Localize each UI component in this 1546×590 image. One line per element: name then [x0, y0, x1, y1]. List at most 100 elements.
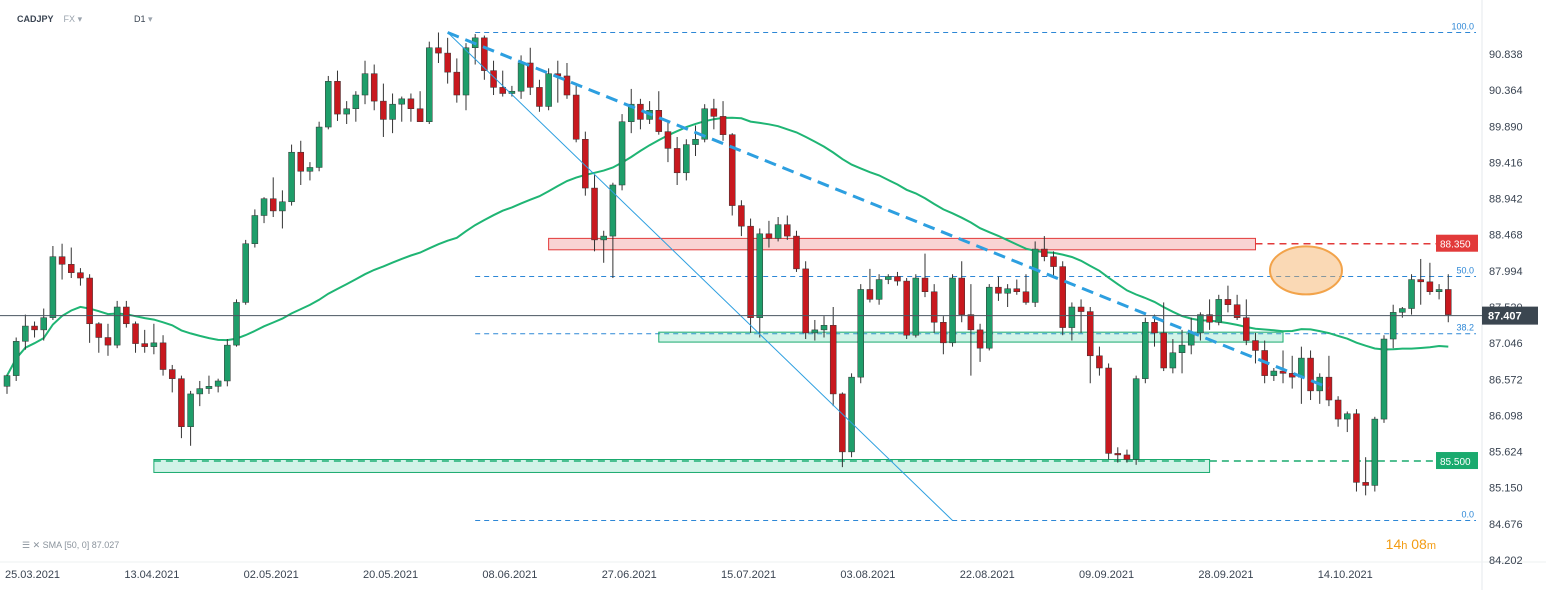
sma-legend[interactable]: ☰ ✕ SMA [50, 0] 87.027 — [22, 540, 119, 551]
candle-body — [1215, 299, 1223, 323]
candle-body — [315, 126, 323, 168]
candle-body — [976, 329, 984, 349]
x-tick-label: 13.04.2021 — [124, 569, 179, 581]
candle-body — [940, 322, 947, 344]
x-tick-label: 27.06.2021 — [602, 569, 657, 581]
candle-body — [545, 73, 552, 107]
candle-body — [1417, 279, 1424, 283]
candle-body — [618, 121, 626, 186]
candle-body — [370, 73, 378, 102]
x-tick-label: 09.09.2021 — [1079, 569, 1134, 581]
candle-body — [664, 131, 672, 149]
candle-body — [582, 138, 589, 189]
current-price-label: 87.407 — [1488, 311, 1522, 323]
candle-body — [334, 81, 341, 115]
candle-body — [848, 376, 855, 453]
candle-body — [747, 225, 754, 318]
candle-body — [444, 52, 451, 73]
candle-body — [113, 306, 121, 346]
candle-body — [1445, 289, 1452, 315]
candle-body — [1270, 370, 1278, 376]
candle-body — [1224, 299, 1232, 305]
y-tick-label: 88.468 — [1489, 230, 1523, 242]
candle-body — [251, 215, 259, 244]
candle-body — [490, 70, 497, 88]
trendline-thin — [447, 32, 953, 521]
resistance-zone — [548, 237, 1256, 251]
candle-body — [1344, 413, 1351, 420]
candle-body — [627, 103, 635, 122]
candle-body — [416, 108, 424, 122]
level-box — [1436, 234, 1478, 252]
timeframe-label[interactable]: D1 — [134, 14, 146, 24]
timeframe-selector[interactable]: D1 ▾ — [134, 14, 153, 25]
level-labels: 87.407 88.350 85.500 — [0, 234, 1538, 470]
trendlines — [447, 31, 1343, 521]
sma-name: SMA — [42, 540, 62, 550]
x-tick-label: 28.09.2021 — [1198, 569, 1253, 581]
candle-body — [857, 289, 864, 378]
candle-timer: 14h 08m — [1386, 536, 1436, 552]
candle-body — [453, 71, 461, 96]
candle-body — [86, 277, 93, 325]
candle-body — [159, 342, 167, 370]
timer-hours: 14 — [1385, 536, 1402, 552]
candle-body — [1013, 288, 1021, 292]
candle-body — [517, 62, 525, 92]
fib-label: 50.0 — [1456, 265, 1474, 275]
indicator-settings-icon[interactable]: ☰ — [22, 540, 31, 550]
candle-body — [325, 81, 332, 128]
candle-body — [343, 108, 350, 115]
candle-body — [1252, 340, 1259, 351]
candle-body — [793, 235, 800, 270]
y-tick-label: 90.364 — [1489, 85, 1523, 97]
candle-body — [765, 233, 773, 239]
candle-body — [1197, 314, 1204, 334]
candle-body — [1031, 248, 1039, 303]
candle-body — [572, 94, 580, 140]
candle-body — [591, 187, 598, 241]
market-chevron-icon[interactable]: ▾ — [77, 14, 83, 24]
candle-body — [1399, 308, 1406, 313]
candle-body — [1068, 306, 1076, 328]
candle-body — [930, 291, 938, 323]
fib-level-lines: 100.0 50.0 38.2 0.0 — [153, 21, 1476, 522]
candle-body — [1233, 304, 1241, 318]
candle-body — [12, 341, 20, 376]
timeframe-chevron-icon[interactable]: ▾ — [148, 14, 153, 24]
candle-body — [269, 198, 277, 212]
candle-body — [986, 286, 993, 349]
candle-body — [40, 317, 47, 331]
candle-body — [1279, 370, 1287, 374]
level-box — [1436, 452, 1478, 470]
candle-body — [921, 277, 929, 292]
candle-body — [224, 344, 231, 382]
candle-body — [563, 75, 571, 96]
candle-body — [196, 388, 204, 395]
timer-minutes-unit: m — [1426, 540, 1436, 552]
candle-body — [150, 342, 158, 347]
indicator-close-icon[interactable]: ✕ — [32, 540, 41, 550]
symbol-name[interactable]: CADJPY — [17, 14, 54, 24]
candle-body — [95, 323, 103, 338]
candle-body — [829, 325, 837, 395]
x-tick-label: 25.03.2021 — [5, 569, 60, 581]
fib-label: 100.0 — [1451, 21, 1474, 31]
candle-body — [1380, 338, 1388, 420]
header-bar[interactable]: CADJPY FX ▾ — [17, 14, 82, 25]
x-tick-label: 15.07.2021 — [721, 569, 776, 581]
y-tick-label: 84.202 — [1489, 555, 1523, 567]
candle-body — [609, 184, 617, 237]
candle-body — [233, 302, 240, 346]
y-tick-label: 85.624 — [1489, 447, 1523, 459]
candle-body — [1243, 317, 1250, 341]
candle-body — [811, 329, 819, 334]
candle-body — [839, 393, 846, 453]
candle-body — [738, 205, 745, 227]
candle-body — [297, 151, 305, 172]
candle-body — [1426, 281, 1434, 292]
candle-body — [279, 201, 286, 212]
candle-body — [1086, 311, 1094, 357]
candle-body — [995, 286, 1002, 294]
